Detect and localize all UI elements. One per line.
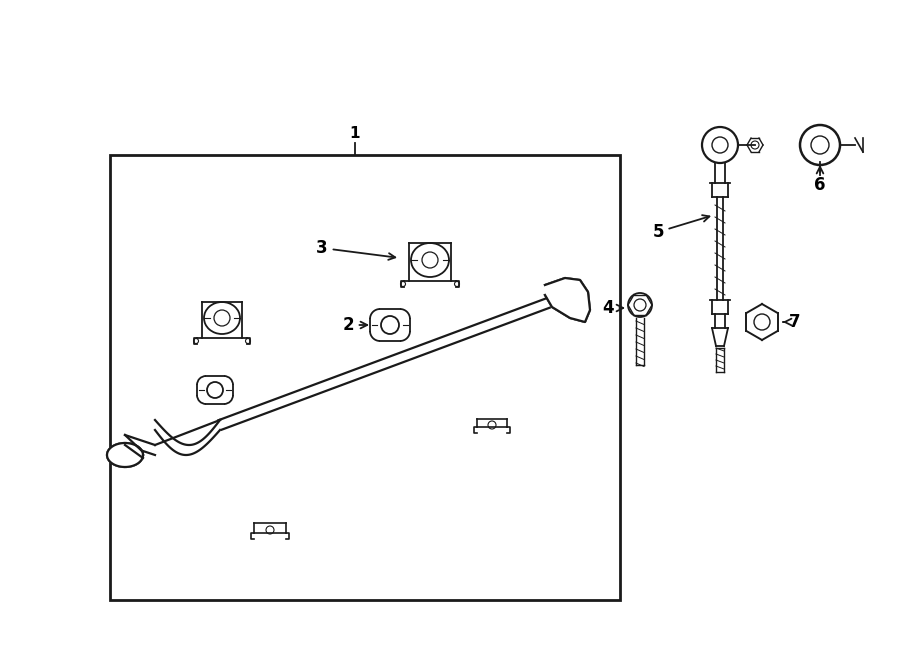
Text: 2: 2 — [342, 316, 367, 334]
Polygon shape — [545, 278, 590, 322]
Text: 1: 1 — [350, 126, 360, 141]
Text: 5: 5 — [652, 215, 709, 241]
Bar — [110, 155, 620, 600]
Text: 6: 6 — [814, 176, 826, 194]
Text: 4: 4 — [602, 299, 623, 317]
Text: 7: 7 — [784, 313, 801, 331]
Text: 3: 3 — [316, 239, 395, 260]
Polygon shape — [107, 443, 143, 467]
